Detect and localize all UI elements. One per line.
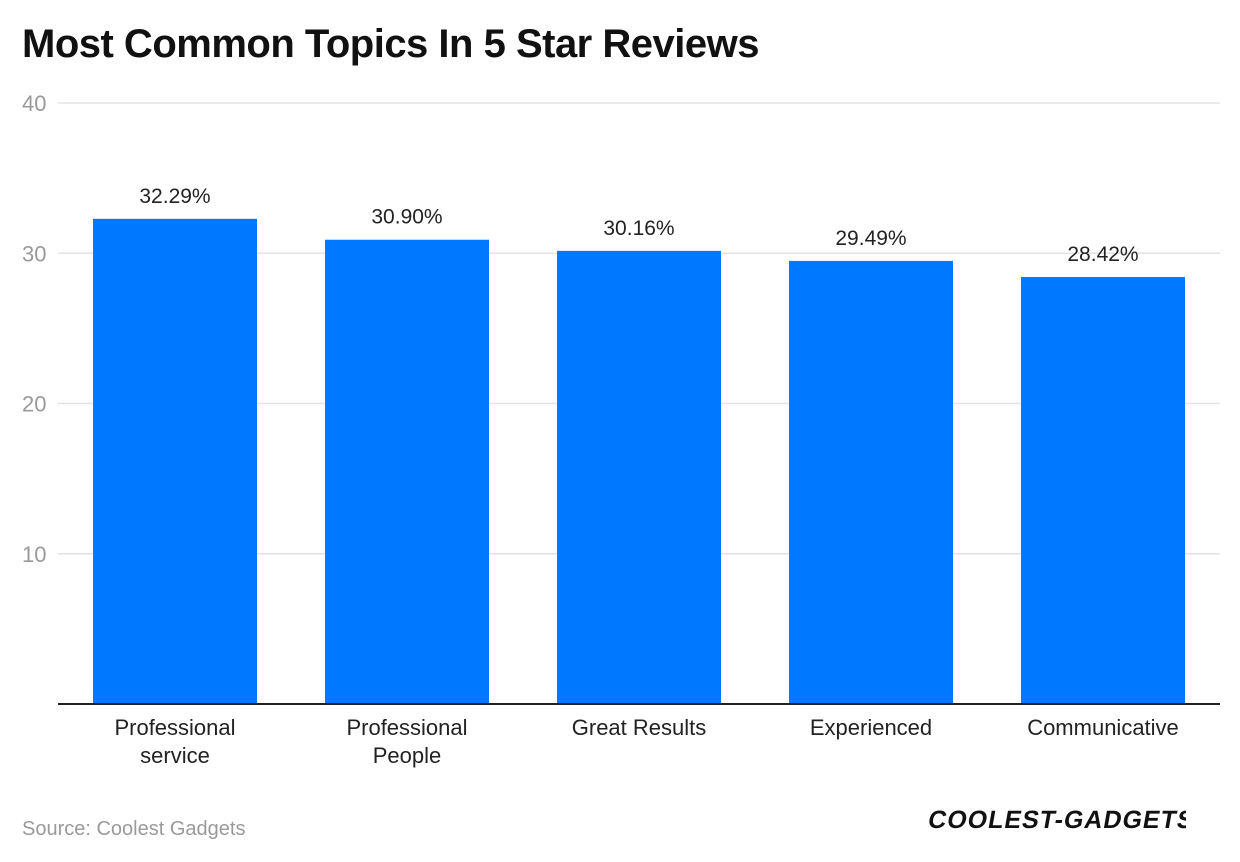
chart-title: Most Common Topics In 5 Star Reviews [22, 22, 759, 66]
category-label: Communicative [1027, 715, 1179, 740]
value-label: 28.42% [1067, 243, 1138, 266]
value-label: 30.90% [371, 206, 442, 229]
y-tick-label: 10 [22, 542, 46, 567]
bar [1021, 276, 1185, 704]
y-tick-label: 40 [22, 91, 46, 116]
category-label: Professional service [114, 715, 235, 768]
bar [93, 218, 257, 704]
value-label: 30.16% [603, 217, 674, 240]
category-label: Professional People [346, 715, 467, 768]
value-label: 32.29% [139, 185, 210, 208]
category-label: Great Results [572, 715, 707, 740]
bar [325, 239, 489, 705]
y-tick-label: 20 [22, 392, 46, 417]
bar-chart: 10 20 30 40 32.29% Professional service 30.90% P… [22, 91, 1220, 768]
value-label: 29.49% [835, 227, 906, 250]
svg-text:COOLEST-GADGETS: COOLEST-GADGETS [926, 806, 1186, 834]
y-tick-label: 30 [22, 241, 46, 266]
bar [557, 250, 721, 704]
bar [789, 260, 953, 704]
coolest-gadgets-logo: COOLEST-GADGETS [926, 806, 1186, 834]
source-note: Source: Coolest Gadgets [22, 818, 246, 840]
category-label: Experienced [810, 715, 932, 740]
